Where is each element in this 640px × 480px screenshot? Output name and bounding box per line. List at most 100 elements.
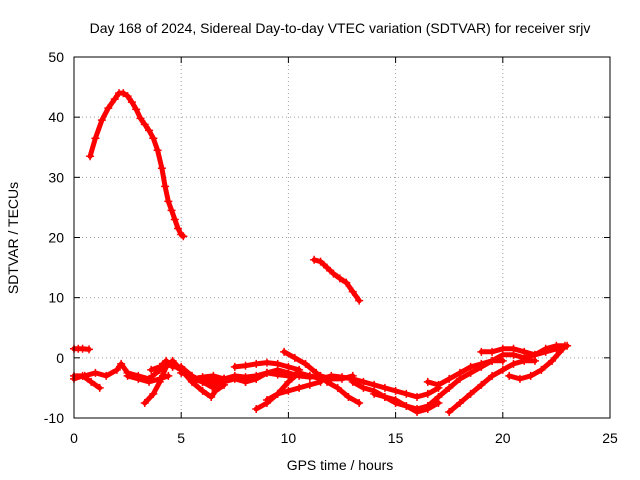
data-point [348,287,357,296]
data-point [149,389,158,398]
data-point [252,404,261,413]
data-point [145,126,154,135]
y-tick-label: 10 [48,290,64,306]
data-point [552,341,561,350]
data-point [402,401,411,410]
data-point [509,359,518,368]
data-point [95,383,104,392]
data-point [526,371,535,380]
data-point [104,104,113,113]
data-point [380,383,389,392]
data-point [344,392,353,401]
data-point [290,353,299,362]
data-point [241,377,250,386]
data-point [310,255,319,264]
data-point [537,365,546,374]
data-point [284,377,293,386]
data-point [198,373,207,382]
data-point [209,380,218,389]
x-tick-label: 5 [177,430,185,446]
data-point [333,383,342,392]
data-point [155,377,164,386]
data-point [355,296,364,305]
data-point [187,374,196,383]
series-arc-r [445,356,539,416]
data-series [70,89,572,416]
data-point [110,95,119,104]
series-track [71,373,103,391]
data-point [177,368,186,377]
x-tick-label: 20 [495,430,511,446]
data-point [434,380,443,389]
y-tick-label: 40 [48,109,64,125]
data-point [230,362,239,371]
data-point [498,344,507,353]
data-point [455,398,464,407]
axis-ticks: 0 5 10 15 20 25 -10 0 10 20 30 40 50 [44,49,618,446]
series-arc-a [70,344,94,354]
data-point [127,98,136,107]
data-point [295,383,304,392]
y-tick-label: 30 [48,169,64,185]
data-point [477,347,486,356]
data-point [155,362,164,371]
data-point [316,374,325,383]
data-point [423,389,432,398]
data-point [78,371,87,380]
data-point [198,386,207,395]
data-point [445,374,454,383]
data-point [295,368,304,377]
data-point [370,389,379,398]
data-point [505,371,514,380]
data-point [488,356,497,365]
data-point [140,120,149,129]
data-point [173,224,182,233]
data-point [488,371,497,380]
data-point [423,377,432,386]
data-point [515,374,524,383]
data-point [168,362,177,371]
data-point [273,389,282,398]
data-point [466,362,475,371]
data-point [301,359,310,368]
series-track [87,90,186,239]
x-tick-label: 10 [281,430,297,446]
data-point [102,371,111,380]
data-point [316,257,325,266]
data-point [162,356,171,365]
data-point [134,374,143,383]
data-point [211,386,220,395]
data-point [209,371,218,380]
data-point [164,197,173,206]
series-track [446,358,538,415]
data-point [335,274,344,283]
data-point [164,371,173,380]
series-arc-q [423,356,507,389]
data-point [509,344,518,353]
data-point [520,356,529,365]
x-tick-label: 15 [388,430,404,446]
series-arc-peak [86,89,188,241]
data-point [241,361,250,370]
data-point [284,368,293,377]
data-point [86,152,95,161]
data-point [498,365,507,374]
data-point [252,374,261,383]
data-point [123,371,132,380]
data-point [477,380,486,389]
data-point [558,344,567,353]
data-point [207,392,216,401]
chart-title: Day 168 of 2024, Sidereal Day-to-day VTE… [90,20,591,36]
data-point [220,374,229,383]
data-point [117,359,126,368]
data-point [140,398,149,407]
data-point [488,347,497,356]
data-point [119,89,128,98]
series-track [311,257,362,304]
data-point [153,146,162,155]
data-point [305,380,314,389]
data-point [434,392,443,401]
data-point [520,347,529,356]
data-point [455,368,464,377]
data-point [413,404,422,413]
